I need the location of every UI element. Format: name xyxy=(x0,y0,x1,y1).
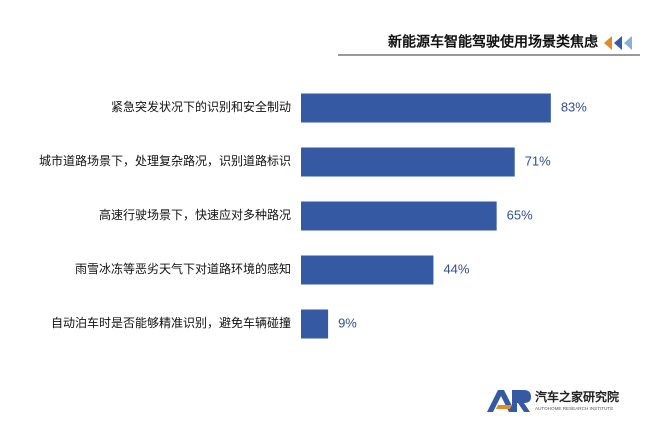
title-arrows xyxy=(604,36,632,50)
logo-subtitle: AUTOHOME RESEARCH INSTITUTE xyxy=(535,406,613,411)
category-label: 雨雪冰冻等恶劣天气下对道路环境的感知 xyxy=(75,261,291,276)
bar xyxy=(301,93,551,123)
bar xyxy=(301,147,515,177)
value-label: 83% xyxy=(561,99,587,114)
value-label: 71% xyxy=(525,153,551,168)
category-label: 高速行驶场景下，快速应对多种路况 xyxy=(99,207,291,222)
chart-title: 新能源车智能驾驶使用场景类焦虑 xyxy=(388,34,598,50)
category-label: 城市道路场景下，处理复杂路况，识别道路标识 xyxy=(39,153,291,168)
category-label: 紧急突发状况下的识别和安全制动 xyxy=(111,99,291,114)
bar xyxy=(301,201,497,231)
value-label: 65% xyxy=(507,207,533,222)
value-label: 44% xyxy=(443,261,469,276)
value-label: 9% xyxy=(338,315,357,330)
logo: 汽车之家研究院 AUTOHOME RESEARCH INSTITUTE xyxy=(487,389,619,412)
category-label: 自动泊车时是否能够精准识别，避免车辆碰撞 xyxy=(51,315,291,330)
logo-name: 汽车之家研究院 xyxy=(535,389,619,404)
bar xyxy=(301,255,434,285)
bar xyxy=(301,309,329,339)
